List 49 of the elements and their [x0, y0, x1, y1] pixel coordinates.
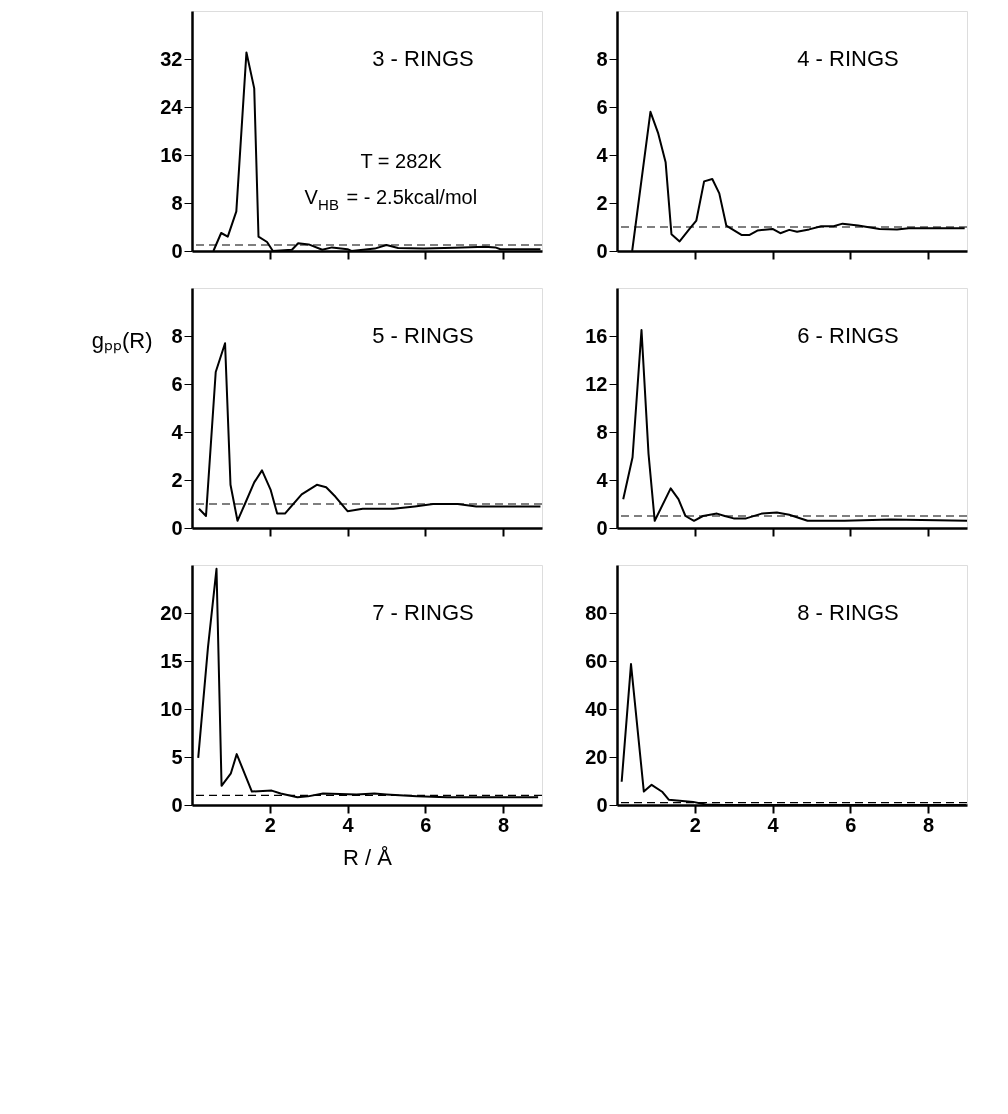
x-tick-label: 8: [498, 813, 510, 836]
y-tick-label: 24: [160, 95, 184, 118]
y-tick-label: 80: [585, 601, 608, 624]
y-tick-label: 5: [171, 745, 183, 768]
y-tick-label: 2: [171, 468, 183, 491]
y-tick-label: 0: [596, 793, 608, 816]
x-tick-label: 6: [420, 813, 432, 836]
text: 7 - RINGS: [372, 600, 474, 625]
y-tick-label: 0: [596, 239, 608, 262]
y-tick-label: 6: [171, 372, 183, 395]
y-tick-label: 8: [596, 47, 608, 70]
x-tick-label: 6: [845, 813, 857, 836]
y-tick-label: 15: [160, 649, 183, 672]
x-tick-label: 8: [923, 813, 935, 836]
x-tick-label: 2: [264, 813, 276, 836]
y-tick-label: 8: [171, 191, 183, 214]
annotation: T = 282K: [360, 150, 443, 173]
y-axis-title: gₚₚ(R): [91, 328, 153, 355]
x-tick-label: 2: [689, 813, 701, 836]
y-tick-label: 6: [596, 95, 608, 118]
line-series: [197, 567, 540, 799]
line-series: [622, 329, 968, 522]
y-tick-label: 0: [171, 239, 183, 262]
x-tick-label: 4: [342, 813, 355, 836]
text: 4 - RINGS: [797, 46, 899, 71]
y-tick-label: 0: [171, 793, 183, 816]
y-tick-label: 0: [171, 516, 183, 539]
x-axis-title: R / Å: [343, 844, 393, 870]
y-tick-label: 10: [160, 697, 183, 720]
text: 5 - RINGS: [372, 323, 474, 348]
y-tick-label: 0: [596, 516, 608, 539]
y-tick-label: 2: [596, 191, 608, 214]
x-tick-label: 4: [767, 813, 780, 836]
text: 3 - RINGS: [372, 46, 474, 71]
y-tick-label: 20: [160, 601, 183, 624]
y-tick-label: 16: [160, 143, 183, 166]
y-tick-label: 12: [585, 372, 608, 395]
y-tick-label: 20: [585, 745, 608, 768]
y-tick-label: 4: [596, 143, 609, 166]
y-tick-label: 8: [596, 420, 608, 443]
y-tick-label: 32: [160, 47, 183, 70]
y-tick-label: 4: [596, 468, 609, 491]
y-tick-label: 4: [171, 420, 184, 443]
y-tick-label: 60: [585, 649, 608, 672]
y-tick-label: 16: [585, 324, 608, 347]
y-tick-label: 8: [171, 324, 183, 347]
text: 6 - RINGS: [797, 323, 899, 348]
text: 8 - RINGS: [797, 600, 899, 625]
y-tick-label: 40: [585, 697, 608, 720]
